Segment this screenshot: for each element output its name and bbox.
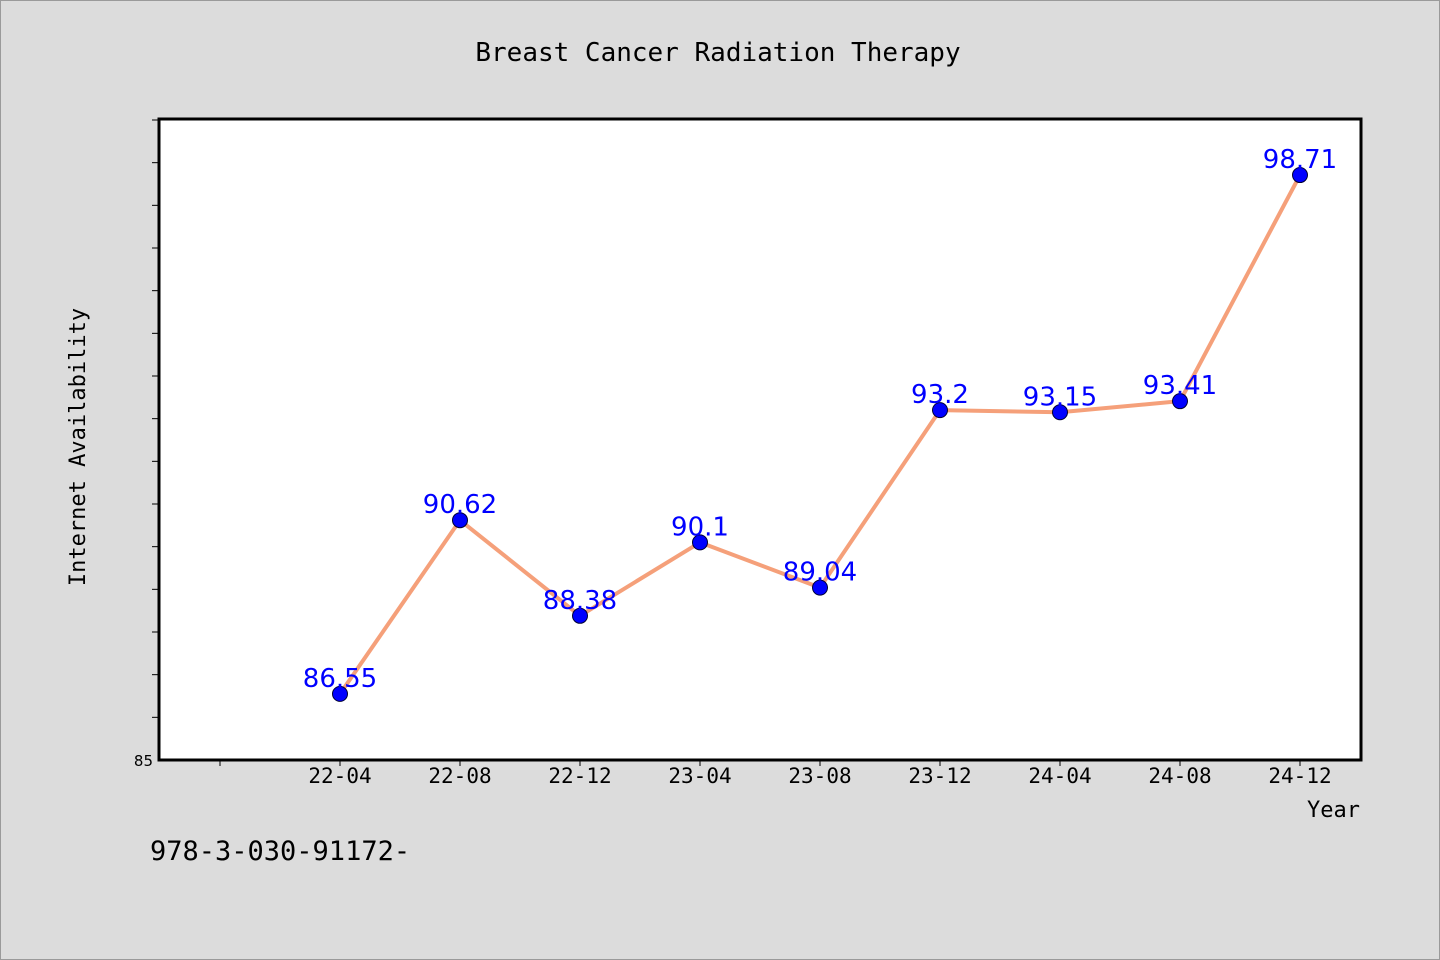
data-label: 93.2	[911, 380, 969, 410]
series-line-segment	[818, 408, 942, 590]
data-point	[1172, 393, 1188, 410]
data-point	[1052, 404, 1068, 421]
data-label: 86.55	[303, 664, 377, 694]
data-point	[812, 579, 828, 596]
data-point	[452, 512, 468, 529]
series-line-segment	[578, 540, 702, 618]
data-label: 98.71	[1263, 145, 1337, 175]
y-axis-label: Internet Availability	[66, 308, 91, 586]
data-label: 89.04	[783, 558, 857, 588]
data-point	[692, 534, 708, 551]
x-tick-label: 23-04	[668, 764, 731, 788]
x-tick-label: 23-08	[788, 764, 851, 788]
data-label: 88.38	[543, 586, 617, 616]
data-label: 90.1	[671, 512, 729, 542]
x-axis-label: Year	[1307, 798, 1360, 823]
footer-isbn-text: 978-3-030-91172-	[150, 836, 411, 867]
y-tick-label: 85	[134, 752, 153, 770]
plot-area	[157, 117, 1363, 762]
series-line-layer	[338, 173, 1302, 696]
data-label: 93.15	[1023, 382, 1097, 412]
data-label: 90.62	[423, 490, 497, 520]
series-line-segment	[698, 540, 822, 590]
data-point	[1292, 167, 1308, 184]
x-tick-label: 22-12	[548, 764, 611, 788]
data-label: 93.41	[1143, 371, 1217, 401]
x-tick-label: 22-04	[308, 764, 371, 788]
series-line-segment	[458, 518, 582, 618]
markers-layer	[332, 167, 1308, 702]
x-tick-label: 24-08	[1148, 764, 1211, 788]
axis-ticks: 85 22-04 22-08 22-12 23-04 23-08 23-12 24-04 24-…	[134, 119, 1332, 788]
x-tick-label: 24-12	[1268, 764, 1331, 788]
data-point	[932, 402, 948, 419]
chart-title: Breast Cancer Radiation Therapy	[475, 38, 960, 68]
series-line-segment	[938, 408, 1062, 415]
series-line-segment	[1178, 173, 1302, 404]
x-tick-label: 22-08	[428, 764, 491, 788]
x-tick-label: 23-12	[908, 764, 971, 788]
x-tick-label: 24-04	[1028, 764, 1091, 788]
data-point	[332, 685, 348, 702]
series-line-segment	[338, 518, 462, 696]
data-point	[572, 607, 588, 624]
data-labels-layer: 86.55 90.62 88.38 90.1 89.04 93.2 93.15 93.41 98…	[303, 145, 1337, 694]
series-line-segment	[1058, 399, 1182, 415]
